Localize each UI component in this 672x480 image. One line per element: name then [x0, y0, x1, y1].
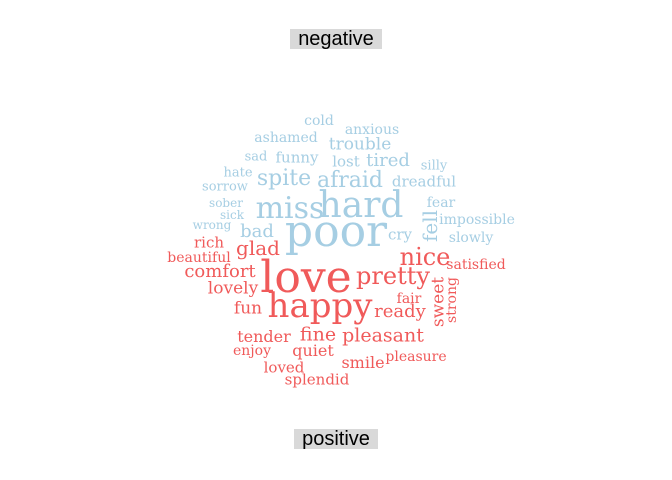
word-ready: ready [374, 301, 426, 322]
word-poor: poor [284, 206, 388, 257]
positive-group-label: positive [0, 429, 672, 449]
word-tender: tender [237, 327, 291, 346]
word-tired: tired [366, 150, 410, 171]
word-sorrow: sorrow [202, 179, 248, 195]
word-love: love [260, 252, 352, 303]
word-sober: sober [209, 196, 243, 210]
word-afraid: afraid [316, 168, 384, 193]
word-splendid: splendid [284, 370, 350, 389]
word-fell: fell [418, 209, 442, 243]
word-fine: fine [299, 323, 337, 346]
word-pretty: pretty [356, 262, 430, 290]
word-sick: sick [220, 208, 244, 222]
word-fun: fun [233, 298, 263, 319]
word-rich: rich [193, 233, 225, 252]
word-sad: sad [244, 149, 268, 165]
word-beautiful: beautiful [167, 250, 231, 266]
word-trouble: trouble [328, 134, 392, 155]
word-hate: hate [223, 165, 253, 181]
word-fear: fear [426, 195, 456, 211]
word-smile: smile [341, 353, 385, 372]
word-nice: nice [399, 243, 451, 271]
word-dreadful: dreadful [391, 172, 457, 191]
word-anxious: anxious [344, 122, 400, 138]
word-slowly: slowly [448, 230, 494, 246]
word-quiet: quiet [292, 341, 334, 360]
word-spite: spite [256, 166, 312, 191]
word-strong: strong [444, 277, 460, 323]
word-enjoy: enjoy [233, 343, 271, 359]
word-impossible: impossible [439, 212, 515, 228]
negative-group-label: negative [0, 29, 672, 49]
word-lost: lost [332, 152, 360, 171]
word-cry: cry [387, 225, 413, 244]
word-hard: hard [318, 185, 404, 226]
word-glad: glad [236, 236, 280, 260]
word-bad: bad [240, 221, 274, 242]
word-miss: miss [255, 191, 325, 226]
word-silly: silly [420, 158, 448, 174]
word-satisfied: satisfied [446, 257, 506, 273]
word-cold: cold [304, 113, 334, 129]
word-happy: happy [267, 286, 373, 326]
word-wrong: wrong [192, 218, 232, 232]
word-loved: loved [263, 358, 305, 377]
word-ashamed: ashamed [254, 130, 318, 146]
word-fair: fair [396, 291, 422, 307]
word-comfort: comfort [184, 261, 256, 282]
word-lovely: lovely [207, 278, 259, 299]
word-funny: funny [275, 148, 319, 167]
word-pleasant: pleasant [342, 324, 424, 347]
word-pleasure: pleasure [385, 349, 447, 365]
